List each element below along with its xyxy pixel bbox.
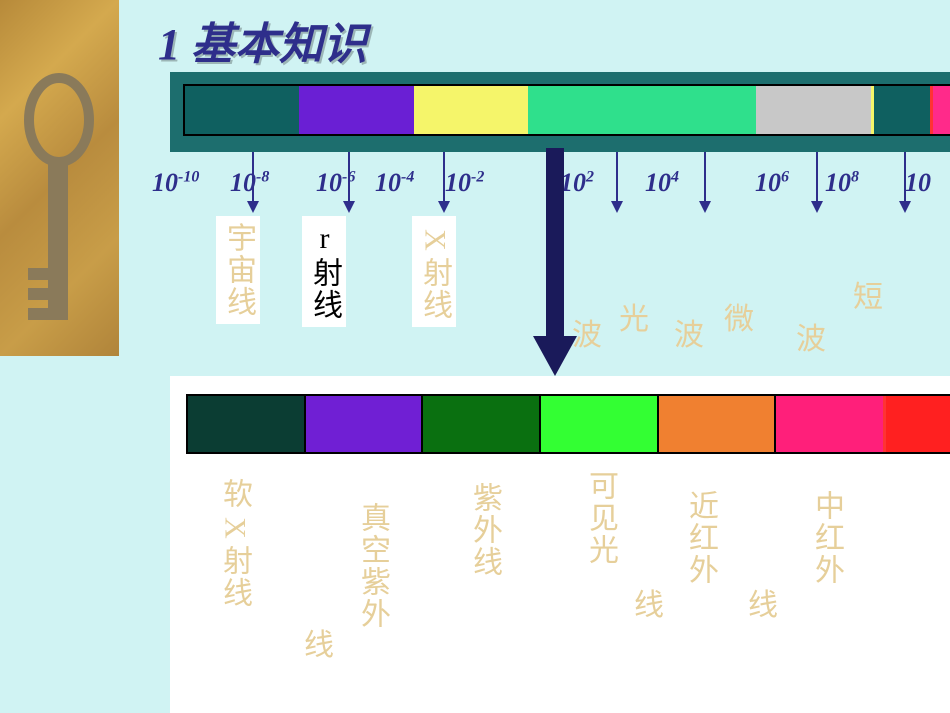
- lower-spectrum-segment: [659, 396, 777, 452]
- upper-spectrum-band: [183, 84, 950, 136]
- spectrum-arrow: [342, 152, 356, 212]
- lower-band-label: 真空紫外: [354, 502, 390, 630]
- lower-spectrum-segment: [886, 396, 950, 452]
- lower-spectrum-segment: [306, 396, 424, 452]
- upper-band-label: 短: [853, 272, 883, 316]
- upper-spectrum-segment: [871, 86, 931, 134]
- lower-spectrum-segment: [541, 396, 659, 452]
- upper-band-label: 光: [619, 294, 649, 338]
- upper-spectrum-segment: [756, 86, 870, 134]
- axis-tick-label: 106: [755, 168, 789, 198]
- lower-band-label: 中红外: [808, 490, 844, 586]
- lower-band-label: 线: [748, 580, 778, 624]
- lower-band-label: 紫外线: [466, 482, 502, 578]
- lower-spectrum-segment: [188, 396, 306, 452]
- upper-band-label: 宇宙线: [216, 216, 260, 324]
- spectrum-arrow: [437, 152, 451, 212]
- upper-spectrum-segment: [414, 86, 528, 134]
- key-sidebar-image: [0, 0, 119, 356]
- big-arrow-head: [533, 336, 577, 376]
- lower-band-label: 可见光: [582, 470, 618, 566]
- spectrum-arrow: [698, 152, 712, 212]
- big-arrow-shaft: [546, 148, 564, 338]
- upper-band-label: 微: [724, 294, 754, 338]
- key-icon: [0, 0, 119, 356]
- big-arrow: [535, 148, 575, 376]
- axis-tick-label: 10-4: [375, 168, 414, 198]
- upper-spectrum-segment: [299, 86, 413, 134]
- lower-spectrum-segment: [423, 396, 541, 452]
- lower-band-label: 软X射线: [216, 478, 252, 609]
- upper-band-label: 波: [796, 314, 826, 358]
- upper-spectrum-segment: [930, 86, 950, 134]
- lower-band-label: 线: [634, 580, 664, 624]
- upper-band-label: r射线: [302, 216, 346, 327]
- spectrum-arrow: [898, 152, 912, 212]
- axis-tick-label: 104: [645, 168, 679, 198]
- upper-spectrum-segment: [528, 86, 757, 134]
- upper-band-label: 波: [674, 310, 704, 354]
- upper-spectrum-segment: [185, 86, 299, 134]
- lower-spectrum-band: [186, 394, 950, 454]
- spectrum-arrow: [610, 152, 624, 212]
- lower-spectrum-segment: [776, 396, 886, 452]
- spectrum-arrow: [246, 152, 260, 212]
- axis-tick-label: 10-10: [152, 168, 199, 198]
- axis-tick-label: 108: [825, 168, 859, 198]
- lower-band-label: 线: [304, 620, 334, 664]
- page-title: 1 基本知识: [158, 8, 367, 72]
- spectrum-arrow: [810, 152, 824, 212]
- upper-band-label: X射线: [412, 216, 456, 327]
- lower-band-label: 近红外: [682, 490, 718, 586]
